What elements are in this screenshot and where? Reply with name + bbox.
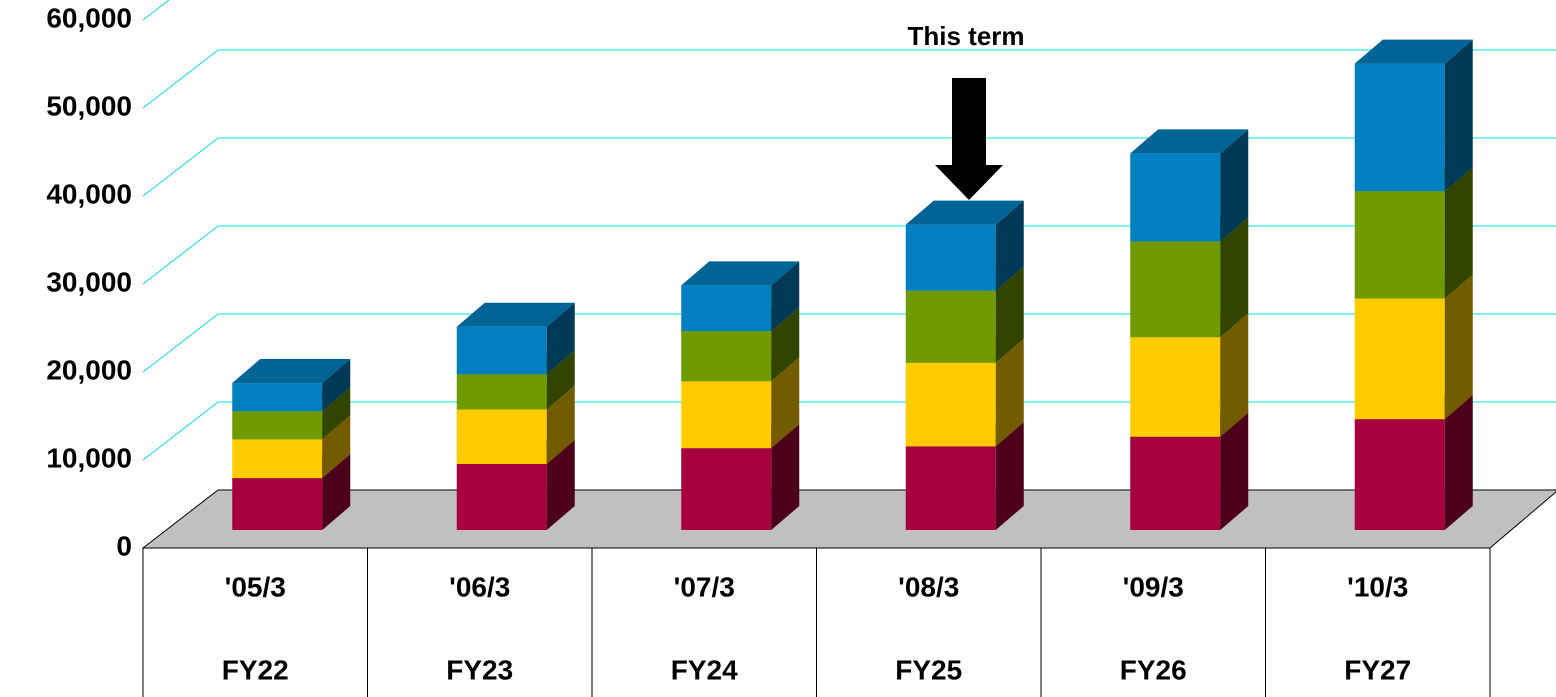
x-tick-label: FY22 xyxy=(222,654,289,685)
bar-front xyxy=(905,290,996,363)
y-tick-label: 40,000 xyxy=(46,178,132,209)
bar-side xyxy=(1220,313,1249,437)
bar-side xyxy=(771,424,800,530)
bar-front xyxy=(681,331,772,382)
bar-side xyxy=(322,454,351,530)
bar-top xyxy=(681,261,800,286)
grid-line xyxy=(142,49,219,109)
bar-side xyxy=(771,307,800,382)
x-tick-label: '07/3 xyxy=(674,571,735,602)
bar-side xyxy=(995,200,1024,291)
bar-side xyxy=(546,350,575,410)
bar-front xyxy=(456,374,547,410)
bar-front xyxy=(456,464,547,530)
x-tick-label: '06/3 xyxy=(449,571,510,602)
x-tick-label: FY26 xyxy=(1120,654,1187,685)
bar-top xyxy=(232,359,351,384)
bar-side xyxy=(546,385,575,464)
x-tick-label: FY24 xyxy=(671,654,738,685)
floor xyxy=(141,489,1556,549)
grid-line xyxy=(142,137,219,197)
bar-front xyxy=(1130,337,1221,437)
y-tick-label: 50,000 xyxy=(46,90,132,121)
bar-front xyxy=(1130,153,1221,242)
grid-line xyxy=(142,225,219,285)
bar-top xyxy=(1354,39,1473,64)
y-tick-label: 30,000 xyxy=(46,266,132,297)
x-tick-label: '09/3 xyxy=(1123,571,1184,602)
bar-front xyxy=(681,448,772,530)
bar-front xyxy=(905,362,996,447)
bar-top xyxy=(456,302,575,327)
bar-side xyxy=(1444,167,1473,299)
bar-side xyxy=(322,387,351,440)
category-table: '05/3 FY22 '06/3 FY23 '07/3 FY24 '08/3 FY25 '09/… xyxy=(142,0,1491,697)
y-tick-label: 0 xyxy=(116,530,132,561)
axis-line xyxy=(143,0,218,548)
annotation: This term xyxy=(907,21,1024,51)
bar-front xyxy=(1354,419,1445,530)
bar-side xyxy=(1444,39,1473,192)
x-tick-label: FY23 xyxy=(446,654,513,685)
x-tick-label: '10/3 xyxy=(1347,571,1408,602)
y-tick-label: 10,000 xyxy=(46,442,132,473)
grid-line xyxy=(142,401,219,461)
bar-front xyxy=(905,224,996,291)
bar-front xyxy=(1354,63,1445,192)
bar-front xyxy=(1130,241,1221,338)
bar-front xyxy=(1354,191,1445,299)
bar-side xyxy=(771,261,800,332)
bar-side xyxy=(1220,217,1249,338)
bar-front xyxy=(456,326,547,375)
grid-line xyxy=(142,0,170,21)
bar-side xyxy=(322,359,351,412)
bar-front xyxy=(681,285,772,332)
bar-side xyxy=(995,422,1024,530)
grid: 0 10,000 20,000 30,000 40,000 50,000 60,000 xyxy=(46,0,1556,561)
bar-side xyxy=(322,415,351,479)
bar-side xyxy=(1220,412,1249,530)
bar-side xyxy=(1220,129,1249,242)
bar-front xyxy=(1354,298,1445,420)
bar-front xyxy=(232,411,323,440)
bars xyxy=(232,39,1473,530)
bar-front xyxy=(232,439,323,479)
arrow xyxy=(935,78,1003,200)
bar-side xyxy=(1444,395,1473,530)
grid-line xyxy=(142,313,219,373)
bar-top xyxy=(1130,129,1249,154)
bar-front xyxy=(232,478,323,530)
bar-front xyxy=(905,446,996,530)
x-tick-label: '08/3 xyxy=(898,571,959,602)
bar-side xyxy=(995,266,1024,363)
bar-front xyxy=(456,409,547,464)
bar-side xyxy=(546,440,575,530)
y-tick-label: 20,000 xyxy=(46,354,132,385)
x-tick-label: FY27 xyxy=(1344,654,1411,685)
bar-front xyxy=(1130,436,1221,530)
bar-front xyxy=(681,381,772,449)
y-tick-label: 60,000 xyxy=(46,2,132,33)
bar-side xyxy=(1444,274,1473,420)
bar-side xyxy=(995,338,1024,447)
bar-top xyxy=(905,200,1024,225)
bar-front xyxy=(232,383,323,412)
bar-side xyxy=(771,357,800,449)
x-tick-label: FY25 xyxy=(895,654,962,685)
bar-side xyxy=(546,302,575,375)
x-tick-label: '05/3 xyxy=(225,571,286,602)
